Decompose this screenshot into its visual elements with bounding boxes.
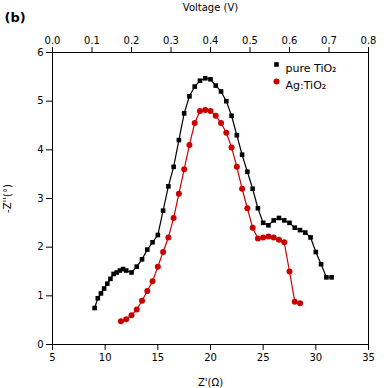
svg-text:2: 2 bbox=[37, 241, 43, 252]
svg-text:(b): (b) bbox=[5, 10, 26, 25]
svg-text:3: 3 bbox=[37, 193, 43, 204]
svg-text:0.4: 0.4 bbox=[203, 35, 219, 46]
svg-text:0.5: 0.5 bbox=[242, 35, 258, 46]
svg-text:-Z''(°): -Z''(°) bbox=[2, 184, 13, 213]
svg-text:0.2: 0.2 bbox=[124, 35, 140, 46]
svg-text:25: 25 bbox=[257, 352, 270, 363]
svg-text:Z'(Ω): Z'(Ω) bbox=[198, 377, 223, 388]
svg-text:35: 35 bbox=[362, 352, 375, 363]
svg-text:Voltage (V): Voltage (V) bbox=[183, 2, 238, 13]
svg-text:0.6: 0.6 bbox=[282, 35, 298, 46]
svg-text:6: 6 bbox=[37, 47, 43, 58]
svg-text:30: 30 bbox=[309, 352, 322, 363]
svg-text:4: 4 bbox=[37, 144, 43, 155]
svg-text:Ag:TiO₂: Ag:TiO₂ bbox=[286, 79, 327, 92]
svg-text:20: 20 bbox=[204, 352, 217, 363]
svg-text:15: 15 bbox=[151, 352, 164, 363]
svg-text:10: 10 bbox=[99, 352, 112, 363]
svg-text:0.1: 0.1 bbox=[84, 35, 100, 46]
svg-text:0.8: 0.8 bbox=[361, 35, 377, 46]
svg-text:0: 0 bbox=[37, 339, 43, 350]
svg-text:0.3: 0.3 bbox=[163, 35, 179, 46]
svg-text:0.0: 0.0 bbox=[45, 35, 61, 46]
svg-text:0.7: 0.7 bbox=[321, 35, 337, 46]
svg-text:5: 5 bbox=[37, 95, 43, 106]
svg-text:1: 1 bbox=[37, 290, 43, 301]
svg-text:5: 5 bbox=[49, 352, 55, 363]
svg-text:pure TiO₂: pure TiO₂ bbox=[286, 62, 337, 75]
